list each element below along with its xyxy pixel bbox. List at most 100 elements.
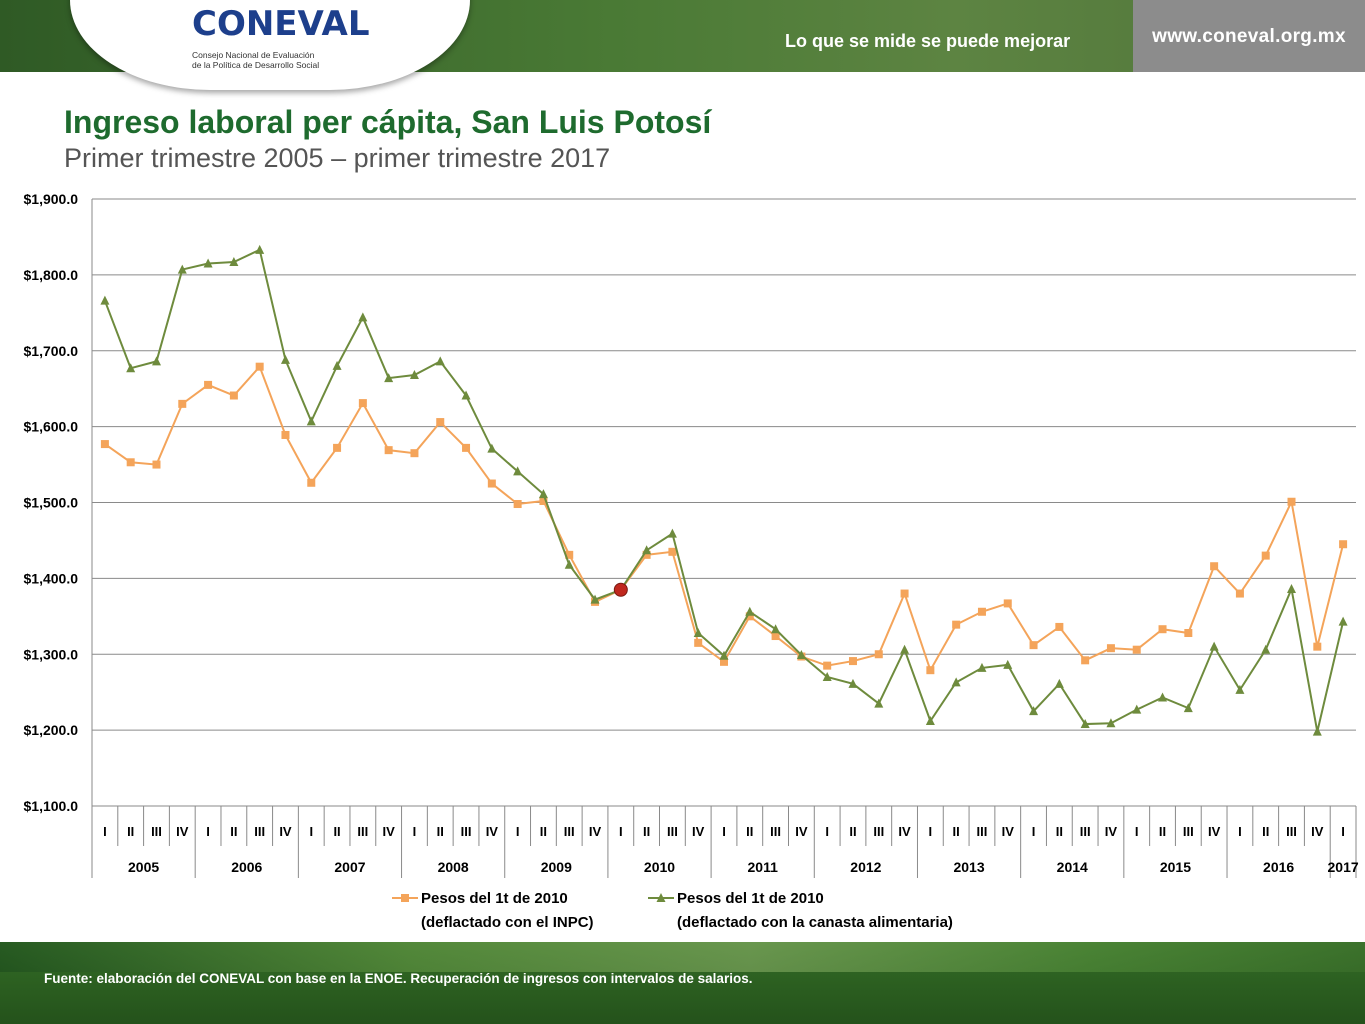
data-point-inpc: [771, 632, 780, 641]
x-tick-label: I: [619, 824, 623, 839]
data-point-inpc: [565, 550, 574, 559]
logo-tab: [70, 0, 470, 90]
data-point-canasta: [229, 256, 239, 266]
data-point-inpc: [1339, 540, 1348, 549]
year-label: 2007: [334, 859, 365, 875]
data-point-inpc: [668, 547, 677, 556]
line-chart: $1,100.0 $1,200.0 $1,300.0 $1,400.0 $1,500.0…: [24, 191, 1359, 931]
data-point-canasta: [1312, 726, 1322, 736]
year-label: 2011: [748, 859, 779, 875]
data-point-inpc: [178, 399, 187, 408]
data-point-inpc: [1287, 497, 1296, 506]
data-point-canasta: [513, 466, 523, 476]
data-point-canasta: [126, 363, 136, 373]
data-point-inpc: [100, 440, 109, 449]
year-label: 2013: [953, 859, 984, 875]
series-group: [100, 244, 1348, 736]
data-point-canasta: [590, 594, 600, 604]
data-point-inpc: [126, 458, 135, 467]
data-point-inpc: [874, 650, 883, 659]
data-point-inpc: [436, 418, 445, 427]
y-axis: $1,100.0 $1,200.0 $1,300.0 $1,400.0 $1,500.0…: [24, 191, 93, 814]
data-point-canasta: [358, 312, 368, 322]
data-point-canasta: [487, 443, 497, 453]
data-point-canasta: [255, 244, 265, 254]
x-tick-label: IV: [1105, 824, 1118, 839]
data-point-canasta: [642, 545, 652, 555]
x-tick-label: III: [254, 824, 265, 839]
x-tick-label: II: [333, 824, 340, 839]
data-point-inpc: [487, 479, 496, 488]
year-label: 2012: [850, 859, 881, 875]
data-point-canasta: [667, 528, 677, 538]
x-tick-label: II: [849, 824, 856, 839]
y-tick-label: $1,700.0: [24, 343, 79, 359]
x-tick-label: III: [564, 824, 575, 839]
x-tick-label: III: [151, 824, 162, 839]
data-point-canasta: [1003, 659, 1013, 669]
chart-title: Ingreso laboral per cápita, San Luis Pot…: [64, 104, 712, 140]
data-point-inpc: [410, 449, 419, 458]
data-point-inpc: [952, 620, 961, 629]
x-tick-label: III: [461, 824, 472, 839]
x-tick-label: I: [929, 824, 933, 839]
url-box: [1133, 0, 1365, 72]
data-point-inpc: [384, 446, 393, 455]
data-point-inpc: [926, 666, 935, 675]
data-point-canasta: [384, 373, 394, 383]
data-point-inpc: [848, 657, 857, 666]
data-point-canasta: [796, 650, 806, 660]
data-point-inpc: [1003, 599, 1012, 608]
data-point-inpc: [152, 460, 161, 469]
x-tick-label: III: [770, 824, 781, 839]
x-tick-label: III: [1183, 824, 1194, 839]
x-tick-label: II: [540, 824, 547, 839]
data-point-canasta: [280, 354, 290, 364]
data-point-canasta: [435, 356, 445, 366]
data-point-inpc: [1210, 562, 1219, 571]
data-point-canasta: [203, 258, 213, 268]
x-tick-label: III: [357, 824, 368, 839]
x-tick-label: I: [516, 824, 520, 839]
data-point-inpc: [1184, 629, 1193, 638]
x-tick-label: IV: [1208, 824, 1221, 839]
data-point-canasta: [719, 650, 729, 660]
data-point-inpc: [539, 496, 548, 505]
data-point-inpc: [900, 589, 909, 598]
website-url[interactable]: www.coneval.org.mx: [1152, 26, 1346, 47]
data-point-canasta: [1054, 678, 1064, 688]
data-point-canasta: [1287, 583, 1297, 593]
data-point-inpc: [745, 612, 754, 621]
x-tick-label: I: [1135, 824, 1139, 839]
x-tick-label: II: [1056, 824, 1063, 839]
x-tick-label: I: [413, 824, 417, 839]
data-point-inpc: [513, 500, 522, 509]
x-tick-label: II: [1262, 824, 1269, 839]
legend-marker-triangle: [656, 893, 666, 902]
x-tick-label: I: [206, 824, 210, 839]
data-point-canasta: [900, 644, 910, 654]
year-label: 2010: [644, 859, 675, 875]
data-point-canasta: [1132, 704, 1142, 714]
year-label: 2005: [128, 859, 159, 875]
x-tick-label: IV: [1002, 824, 1015, 839]
data-point-canasta: [177, 264, 187, 274]
data-point-inpc: [229, 391, 238, 400]
x-tick-label: I: [103, 824, 107, 839]
y-tick-label: $1,900.0: [24, 191, 79, 207]
x-tick-label: II: [230, 824, 237, 839]
data-point-canasta: [977, 662, 987, 672]
legend: Pesos del 1t de 2010 (deflactado con el I…: [392, 890, 953, 931]
data-point-inpc: [1106, 644, 1115, 653]
data-point-inpc: [1132, 645, 1141, 654]
year-label: 2014: [1057, 859, 1088, 875]
x-tick-label: IV: [898, 824, 911, 839]
x-tick-label: III: [977, 824, 988, 839]
y-tick-label: $1,400.0: [24, 570, 79, 586]
y-tick-label: $1,100.0: [24, 798, 79, 814]
data-point-inpc: [1158, 625, 1167, 634]
data-point-inpc: [1055, 622, 1064, 631]
data-point-canasta: [564, 559, 574, 569]
data-point-canasta: [951, 677, 961, 687]
x-tick-label: III: [1286, 824, 1297, 839]
